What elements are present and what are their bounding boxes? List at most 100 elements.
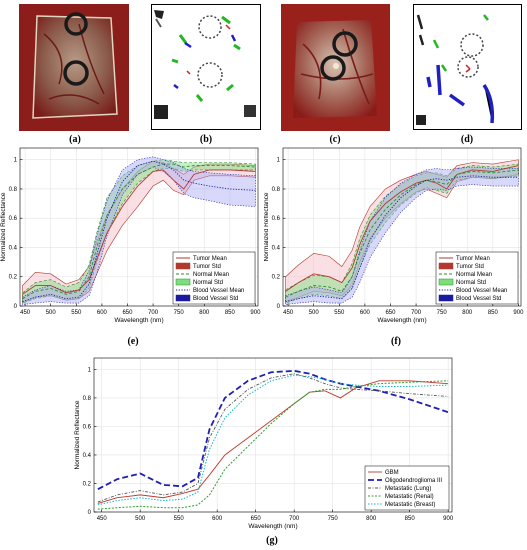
y-tick-label-g: 0.4	[83, 453, 92, 459]
legend-label-oligodendroglioma-iii-g: Oligodendroglioma III	[385, 478, 442, 484]
chart-f-svg: 450 500 550 600 650 700 750 800 850 900 0 0.2 0.4 0.6…	[263, 147, 524, 324]
panel-label-d: (d)	[460, 134, 474, 145]
x-tick-label-e: 900	[250, 310, 261, 316]
x-tick-label-g: 500	[135, 516, 146, 522]
x-tick-label-f: 500	[309, 310, 320, 316]
y-tick-label-e: 1	[14, 158, 18, 164]
series-line-metastatic-renal-g	[97, 380, 449, 510]
x-tick-label-g: 850	[405, 516, 416, 522]
x-tick-label-f: 750	[437, 310, 448, 316]
legend-swatch-tumor-std-e	[175, 262, 191, 270]
panel-label-b: (b)	[199, 134, 213, 145]
legend-label-metastatic-breast-g: Metastatic (Breast)	[385, 502, 435, 508]
x-tick-label-e: 450	[20, 310, 31, 316]
x-tick-label-e: 850	[225, 310, 236, 316]
legend-label-metastatic-renal-g: Metastatic (Renal)	[385, 494, 434, 500]
y-axis-label-e: Normalized Reflectance	[0, 192, 7, 261]
std-band-blood-vessel-mean-e	[22, 156, 256, 305]
series-line-metastatic-lung-g	[97, 373, 449, 503]
y-axis-label-f: Normalized Reflectance	[264, 192, 270, 261]
panel-label-e: (e)	[127, 336, 139, 347]
x-tick-label-f: 850	[488, 310, 499, 316]
y-axis-label-g: Normalized Reflectance	[74, 400, 81, 469]
x-tick-label-e: 800	[199, 310, 210, 316]
legend-label-blood-vessel-std-e: Blood Vessel Std	[193, 296, 238, 302]
y-tick-label-e: 0.2	[9, 275, 18, 281]
std-band-normal-mean-e	[22, 159, 256, 304]
legend-swatch-normal-std-f	[438, 278, 454, 286]
y-tick-label-f: 0.2	[272, 275, 281, 281]
x-axis-label-e: Wavelength (nm)	[114, 317, 163, 324]
chart-g: 450 500 550 600 650 700 750 800 850 900 0 0.2 0.4 0.6…	[72, 350, 464, 532]
panel-label-c: (c)	[329, 134, 341, 145]
legend-label-tumor-mean-f: Tumor Mean	[456, 256, 490, 262]
y-tick-label-e: 0	[14, 304, 18, 310]
series-line-blood-vessel-mean-e	[22, 160, 256, 303]
panel-label-a: (a)	[69, 134, 81, 145]
x-tick-label-f: 650	[385, 310, 396, 316]
legend-label-metastatic-lung-g: Metastatic (Lung)	[385, 486, 431, 492]
x-tick-label-g: 800	[366, 516, 377, 522]
x-tick-label-e: 500	[46, 310, 57, 316]
y-tick-label-f: 1	[277, 158, 281, 164]
x-tick-label-e: 650	[122, 310, 133, 316]
x-tick-label-g: 650	[251, 516, 262, 522]
std-band-blood-vessel-mean-f	[285, 166, 519, 305]
x-tick-label-g: 900	[443, 516, 454, 522]
x-axis-label-g: Wavelength (nm)	[248, 523, 297, 530]
x-tick-label-f: 800	[462, 310, 473, 316]
plot-frame-e	[19, 147, 259, 307]
x-tick-label-e: 550	[71, 310, 82, 316]
series-line-blood-vessel-mean-f	[285, 175, 519, 303]
tissue-photo-a	[19, 4, 129, 131]
series-line-tumor-mean-e	[22, 169, 256, 295]
x-tick-label-e: 750	[174, 310, 185, 316]
legend-label-gbm-g: GBM	[385, 470, 399, 476]
panel-label-g: (g)	[266, 535, 278, 546]
chart-g-svg: 450 500 550 600 650 700 750 800 850 900 0 0.2 0.4 0.6…	[74, 357, 454, 530]
y-tick-label-e: 0.8	[9, 187, 18, 193]
series-line-normal-mean-e	[22, 163, 256, 300]
panel-label-f: (f)	[391, 336, 401, 347]
y-tick-label-e: 0.4	[9, 245, 18, 251]
chart-e-svg: 450 500 550 600 650 700 750 800 850 900 0 0.2 0.4 0.6…	[0, 147, 261, 324]
y-tick-label-e: 0.6	[9, 216, 18, 222]
legend-label-normal-mean-e: Normal Mean	[193, 272, 229, 278]
chart-e: 450 500 550 600 650 700 750 800 850 900 0 0.2 0.4 0.6…	[0, 142, 265, 327]
x-tick-label-g: 600	[212, 516, 223, 522]
x-tick-label-e: 600	[97, 310, 108, 316]
chart-f: 450 500 550 600 650 700 750 800 850 900 0 0.2 0.4 0.6…	[263, 142, 527, 327]
legend-swatch-tumor-std-f	[438, 262, 454, 270]
x-tick-label-f: 900	[513, 310, 524, 316]
x-tick-label-f: 600	[360, 310, 371, 316]
x-tick-label-g: 550	[174, 516, 185, 522]
tissue-photo-c	[281, 4, 390, 131]
std-band-normal-mean-f	[285, 163, 519, 304]
legend-label-blood-vessel-mean-f: Blood Vessel Mean	[456, 288, 507, 294]
legend-label-tumor-mean-e: Tumor Mean	[193, 256, 227, 262]
legend-box-g	[364, 465, 450, 511]
x-tick-label-f: 700	[411, 310, 422, 316]
classification-map-b	[151, 4, 261, 130]
x-tick-label-g: 450	[97, 516, 108, 522]
legend-swatch-normal-std-e	[175, 278, 191, 286]
legend-label-normal-std-f: Normal Std	[456, 280, 486, 286]
series-line-normal-mean-f	[285, 169, 519, 298]
plot-frame-f	[282, 147, 522, 307]
y-tick-label-g: 0.8	[83, 396, 92, 402]
x-tick-label-g: 750	[328, 516, 339, 522]
x-axis-label-f: Wavelength (nm)	[377, 317, 426, 324]
y-tick-label-g: 0.2	[83, 481, 92, 487]
legend-swatch-blood-vessel-std-e	[175, 294, 191, 302]
y-tick-label-g: 0.6	[83, 424, 92, 430]
legend-label-tumor-std-f: Tumor Std	[456, 264, 484, 270]
y-tick-label-f: 0.4	[272, 245, 281, 251]
y-tick-label-f: 0.6	[272, 216, 281, 222]
series-line-oligodendroglioma-iii-g	[97, 369, 449, 490]
x-tick-label-e: 700	[148, 310, 159, 316]
y-tick-label-g: 1	[88, 367, 92, 373]
x-tick-label-f: 550	[334, 310, 345, 316]
legend-swatch-blood-vessel-std-f	[438, 294, 454, 302]
legend-label-normal-std-e: Normal Std	[193, 280, 223, 286]
legend-label-blood-vessel-std-f: Blood Vessel Std	[456, 296, 501, 302]
